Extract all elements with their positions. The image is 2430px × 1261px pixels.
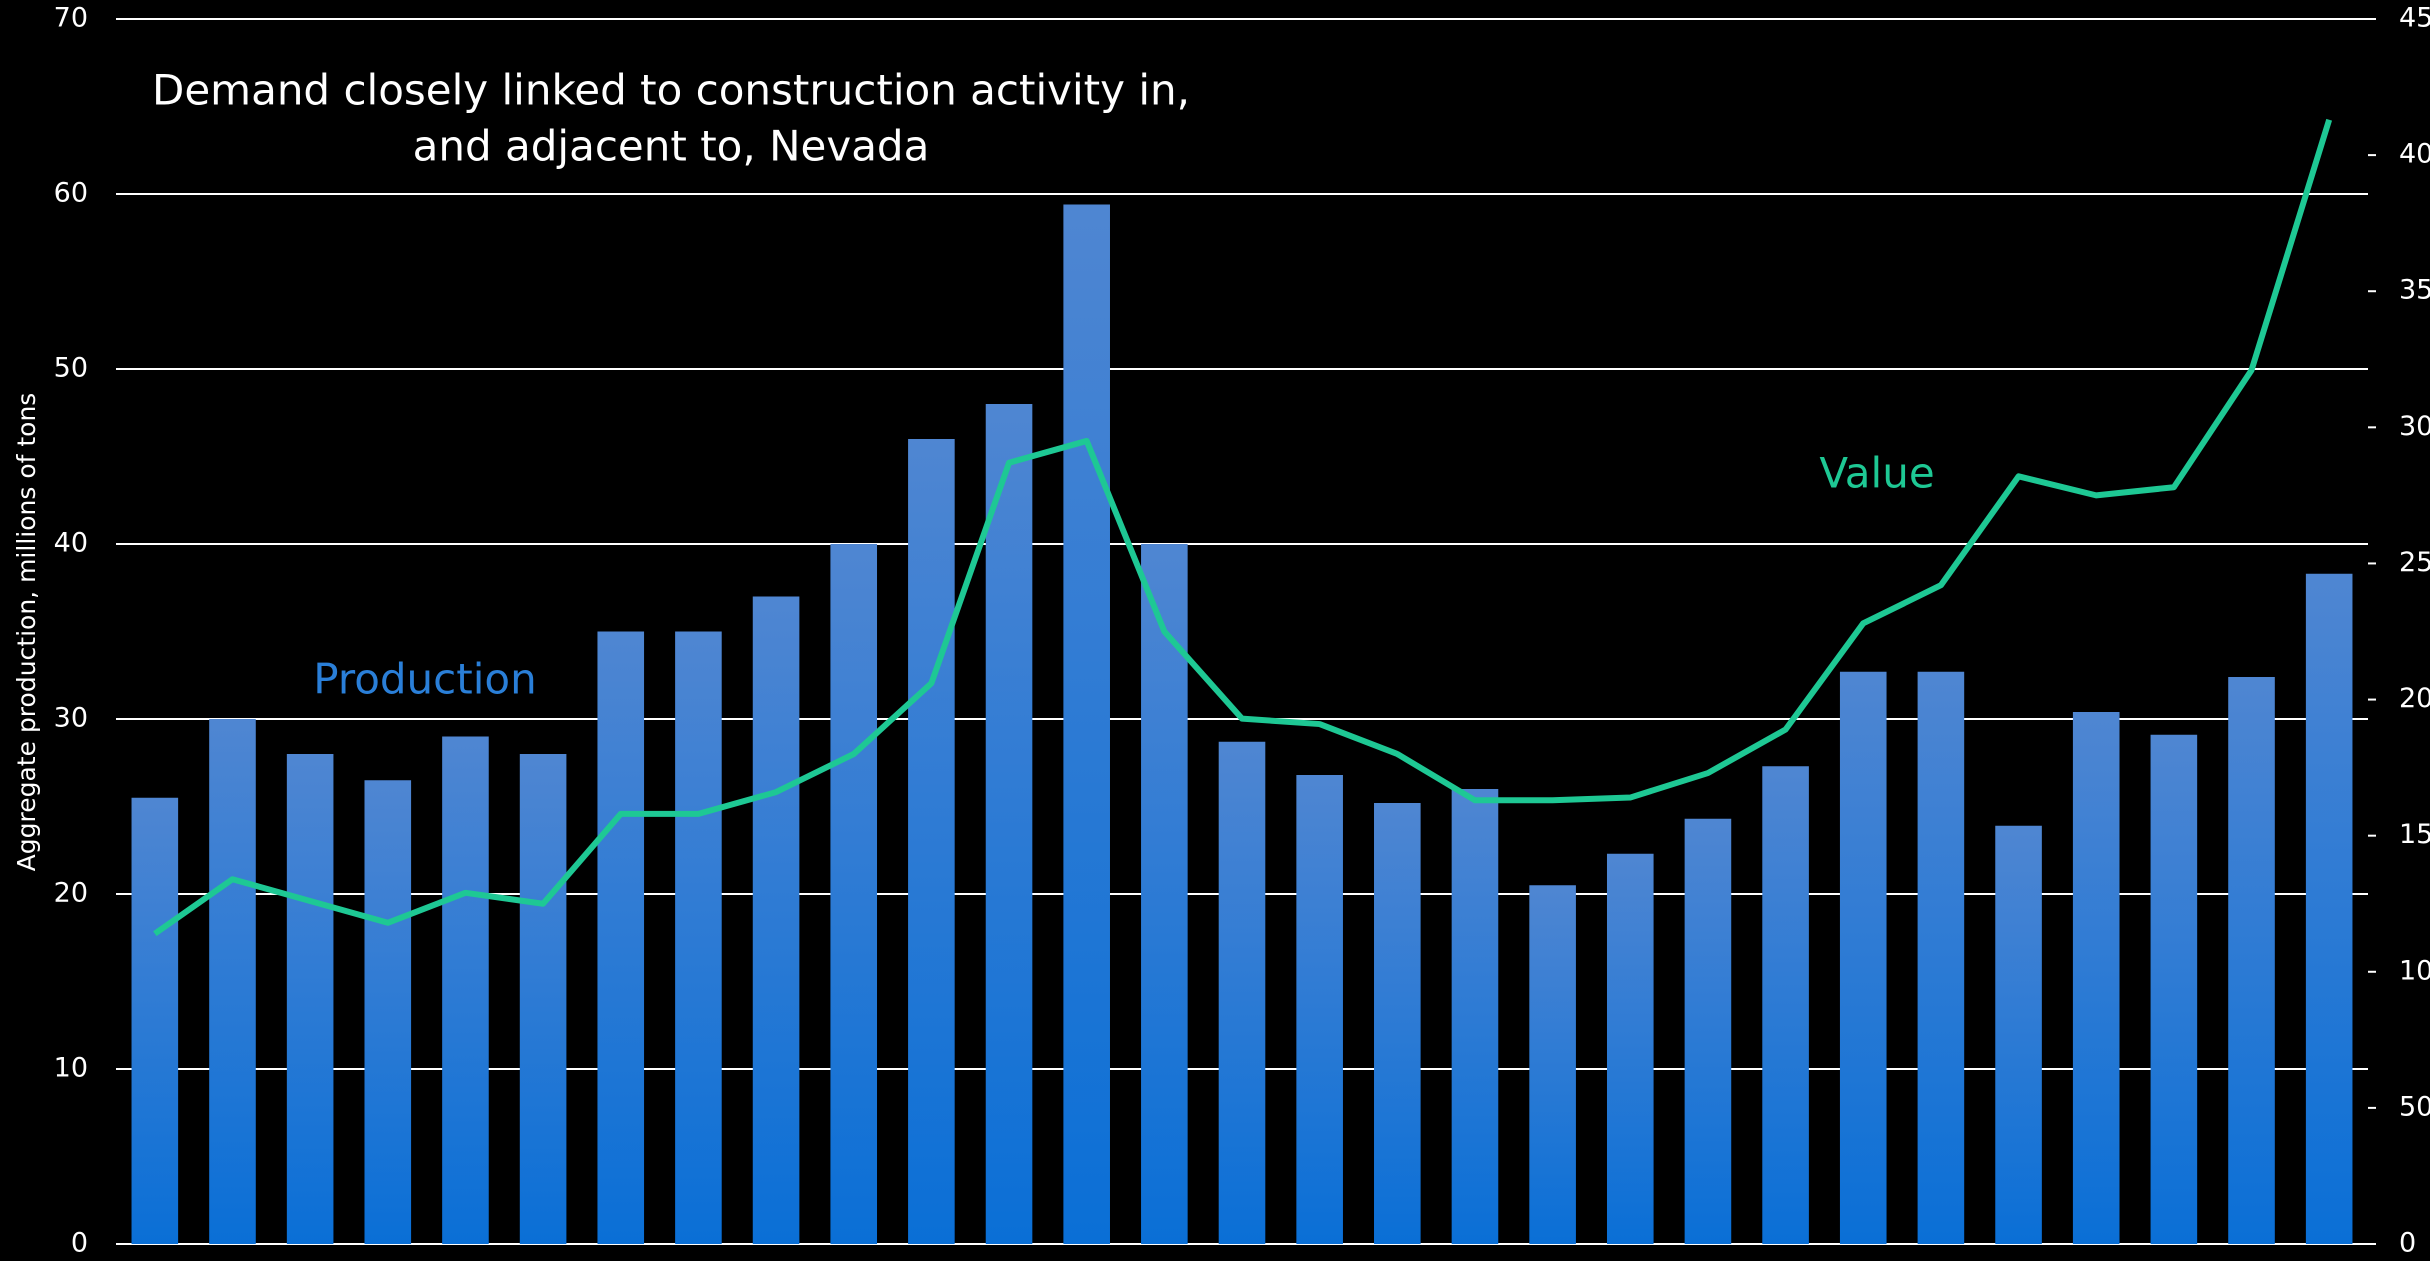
bar	[1451, 789, 1499, 1244]
bar	[830, 544, 878, 1244]
bar	[675, 631, 722, 1244]
bar	[2228, 677, 2275, 1244]
y2-tick-label: 10	[2399, 955, 2430, 986]
bar	[364, 780, 412, 1244]
bar	[597, 631, 645, 1244]
bar	[2072, 712, 2120, 1244]
y2-tick-label: 15	[2399, 819, 2430, 850]
series-label: Production	[313, 655, 536, 704]
bar	[1218, 741, 1266, 1244]
y2-tick-label: 30	[2399, 411, 2430, 442]
chart-title: and adjacent to, Nevada	[413, 122, 930, 171]
y-tick-label: 30	[54, 703, 88, 734]
bar	[131, 797, 179, 1244]
bar	[1684, 818, 1732, 1244]
bar	[442, 736, 489, 1244]
y-tick-label: 70	[54, 3, 88, 34]
y2-tick-label: 40	[2399, 139, 2430, 170]
y-tick-label: 50	[54, 353, 88, 384]
y2-tick-label: 25	[2399, 547, 2430, 578]
bar	[1606, 853, 1654, 1244]
y-tick-label: 0	[71, 1228, 88, 1259]
y2-tick-label: 35	[2399, 275, 2430, 306]
bar	[1529, 885, 1576, 1244]
series-label: Value	[1819, 449, 1934, 498]
y-tick-label: 10	[54, 1053, 88, 1084]
bar	[1063, 204, 1110, 1244]
bar	[1374, 803, 1421, 1244]
bar	[1762, 766, 1809, 1244]
bar	[1917, 671, 1965, 1244]
bar	[286, 754, 334, 1244]
bar	[209, 719, 256, 1244]
bar	[1141, 544, 1188, 1244]
bar	[1995, 825, 2042, 1244]
y-axis-label: Aggregate production, millions of tons	[12, 393, 41, 872]
y-tick-label: 60	[54, 178, 88, 209]
bar	[985, 404, 1033, 1244]
y-tick-label: 40	[54, 528, 88, 559]
y2-tick-label: 45	[2399, 3, 2430, 34]
value-line	[153, 118, 2333, 937]
bar	[2150, 734, 2198, 1244]
y2-tick-label: 20	[2399, 683, 2430, 714]
bar	[1839, 671, 1887, 1244]
bar	[1296, 775, 1343, 1244]
bar	[908, 439, 955, 1244]
bar	[2305, 573, 2353, 1244]
y-tick-label: 20	[54, 878, 88, 909]
bar	[519, 754, 567, 1244]
bar	[752, 596, 800, 1244]
y2-tick-label: 50	[2399, 1091, 2430, 1122]
y2-tick-label: 0	[2399, 1228, 2416, 1259]
chart-title: Demand closely linked to construction ac…	[152, 66, 1190, 115]
